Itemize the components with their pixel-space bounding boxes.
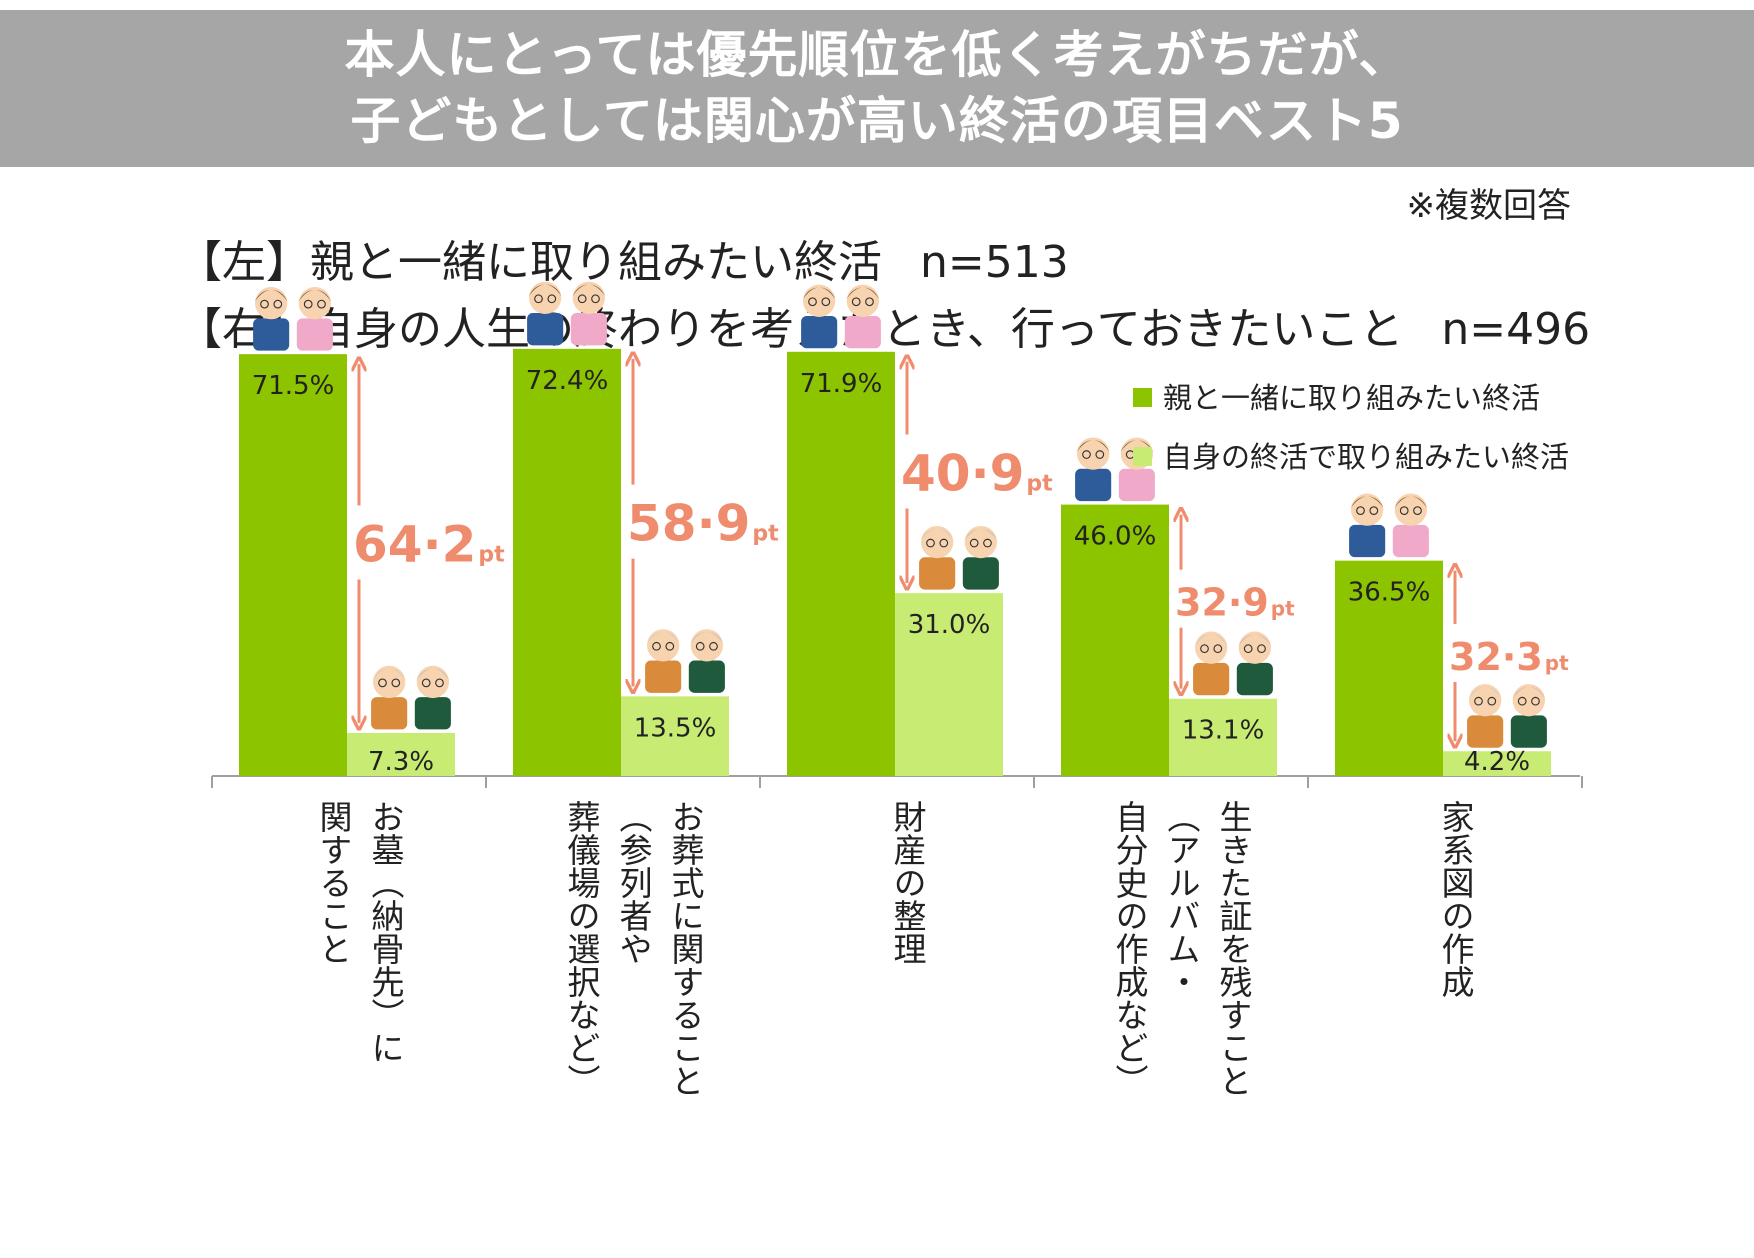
diff-label-5: 32·3 pt [1449, 635, 1569, 679]
category-label-2-line-2: （参列者や [614, 800, 653, 965]
multiple-answer-note: ※複数回答 [1406, 186, 1572, 226]
subtitle-right: 【右】自身の人生の終わりを考えたとき、行っておきたいこと n=496 [178, 293, 1590, 357]
bar-parent-5 [1335, 560, 1443, 776]
diff-label-1: 64·2pt [353, 516, 505, 574]
title-line-1: 本人にとっては優先順位を低く考えがちだが、 [344, 26, 1410, 84]
legend-label-parent: 親と一緒に取り組みたい終活 [1163, 381, 1540, 415]
category-label-5-line-1: 家系図の作成 [1436, 800, 1475, 998]
parent-couple-icon [1075, 437, 1155, 502]
bar-parent-1 [239, 354, 347, 776]
self-couple-icon [1193, 631, 1273, 696]
category-label-4-line-3: 自分史の作成など） [1110, 800, 1149, 1097]
category-label-4-line-1: 生きた証を残すこと [1214, 800, 1253, 1097]
bar-parent-2 [513, 348, 621, 776]
bar-label-parent-1: 71.5% [252, 371, 335, 401]
title-banner: 本人にとっては優先順位を低く考えがちだが、 子どもとしては関心が高い終活の項目ベ… [0, 10, 1754, 167]
self-couple-icon [1467, 684, 1547, 748]
category-label-1-line-2: 関すること [314, 800, 353, 965]
bar-label-self-1: 7.3% [368, 747, 434, 777]
self-couple-icon [919, 525, 999, 590]
bar-label-parent-2: 72.4% [526, 366, 609, 396]
legend-swatch-parent [1133, 388, 1152, 407]
subtitle-right-text: 【右】自身の人生の終わりを考えたとき、行っておきたいこと [178, 304, 1404, 355]
subtitle-right-n: n=496 [1441, 304, 1591, 355]
diff-label-2: 58·9pt [627, 495, 779, 553]
bar-parent-3 [787, 351, 895, 776]
bar-label-parent-4: 46.0% [1074, 522, 1157, 552]
parent-couple-icon [527, 281, 607, 346]
parent-couple-icon [253, 287, 333, 351]
bar-label-self-3: 31.0% [908, 610, 991, 640]
self-couple-icon [371, 665, 451, 730]
bar-self-4 [1169, 698, 1277, 776]
legend-swatch-self [1133, 447, 1152, 466]
bar-parent-4 [1061, 504, 1169, 776]
bar-self-5 [1443, 751, 1551, 776]
bar-label-parent-5: 36.5% [1348, 578, 1431, 608]
parent-couple-icon [1349, 493, 1429, 558]
bar-self-3 [895, 593, 1003, 776]
bar-label-self-4: 13.1% [1182, 716, 1265, 746]
self-couple-icon [645, 629, 725, 693]
diff-label-4: 32·9 pt [1175, 581, 1295, 625]
bar-label-parent-3: 71.9% [800, 369, 883, 399]
category-label-2-line-3: 葬儀場の選択など） [562, 800, 601, 1097]
category-label-3-line-1: 財産の整理 [888, 800, 927, 965]
category-label-4-line-2: （アルバム・ [1162, 800, 1201, 998]
diff-label-3: 40·9pt [901, 444, 1053, 502]
title-line-2: 子どもとしては関心が高い終活の項目ベスト5 [350, 92, 1404, 150]
category-label-1-line-1: お墓（納骨先）に [366, 800, 405, 1064]
legend-label-self: 自身の終活で取り組みたい終活 [1163, 440, 1569, 474]
bar-self-1 [347, 732, 455, 776]
subtitle-left: 【左】親と一緒に取り組みたい終活 n=513 [178, 226, 1069, 290]
parent-couple-icon [801, 284, 881, 349]
bar-self-2 [621, 696, 729, 776]
category-label-2-line-1: お葬式に関すること [666, 800, 705, 1097]
subtitle-left-n: n=513 [920, 237, 1069, 288]
subtitle-left-text: 【左】親と一緒に取り組みたい終活 [178, 237, 882, 288]
bar-label-self-5: 4.2% [1464, 747, 1530, 777]
bar-label-self-2: 13.5% [634, 713, 717, 743]
